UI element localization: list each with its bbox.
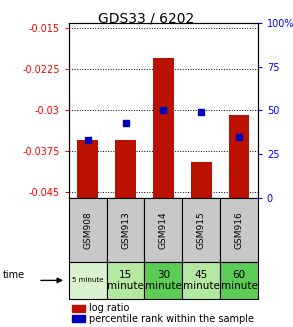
Text: 5 minute: 5 minute [72,277,103,284]
Point [86,137,90,143]
Text: 15
minute: 15 minute [107,270,144,291]
Text: 60
minute: 60 minute [221,270,257,291]
Text: log ratio: log ratio [89,303,130,313]
Point [161,108,166,113]
Text: 45
minute: 45 minute [183,270,219,291]
Bar [191,162,212,198]
Point [199,110,203,115]
Text: 30
minute: 30 minute [145,270,182,291]
Text: GSM913: GSM913 [121,211,130,249]
Text: GDS33 / 6202: GDS33 / 6202 [98,11,195,26]
Point [123,120,128,125]
Bar [115,140,136,198]
Text: GSM908: GSM908 [83,211,92,249]
Point [236,134,241,139]
Text: time: time [3,269,25,280]
Text: GSM915: GSM915 [197,211,206,249]
Bar [153,59,174,198]
Text: GSM914: GSM914 [159,211,168,249]
Bar [77,140,98,198]
Text: percentile rank within the sample: percentile rank within the sample [89,314,254,324]
Bar [229,115,249,198]
Text: GSM916: GSM916 [234,211,243,249]
